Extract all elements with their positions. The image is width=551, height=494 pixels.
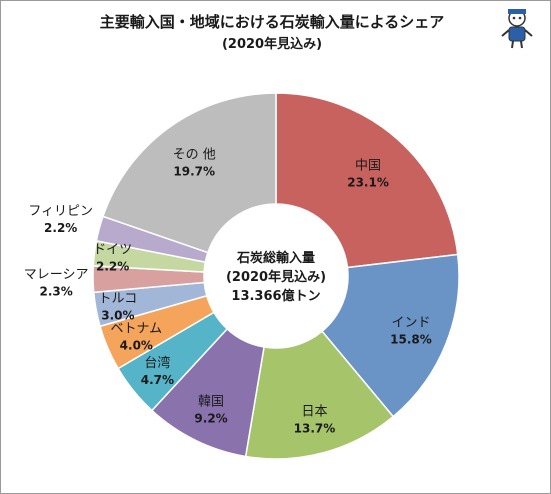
slice-name-label: インド bbox=[391, 316, 430, 331]
slice-name-label: フィリピン bbox=[28, 204, 93, 219]
pie-slices bbox=[92, 92, 460, 460]
center-label-line-3: 13.366億トン bbox=[231, 288, 320, 304]
slice-value-label: 2.2% bbox=[44, 221, 77, 235]
slice-value-label: 9.2% bbox=[194, 411, 227, 425]
slice-name-label: ドイツ bbox=[93, 242, 132, 257]
center-label-line-2: (2020年見込み) bbox=[226, 269, 326, 285]
center-label: 石炭総輸入量 (2020年見込み) 13.366億トン bbox=[226, 250, 326, 304]
donut-hole bbox=[204, 204, 348, 348]
slice-value-label: 13.7% bbox=[294, 421, 336, 435]
slice-labels: 中国 23.1% インド 15.8% 日本 13.7% 韓国 9.2% 台湾 4.7% ベトナム 4.… bbox=[24, 147, 432, 435]
slice-name-label: 韓国 bbox=[198, 394, 224, 409]
slice-name-label: 日本 bbox=[301, 404, 327, 419]
slice-value-label: 4.0% bbox=[120, 339, 153, 353]
slice-name-label: ベトナム bbox=[111, 322, 163, 337]
slice-value-label: 15.8% bbox=[390, 333, 432, 347]
slice-name-label: 台湾 bbox=[144, 355, 170, 371]
slice-value-label: 3.0% bbox=[101, 308, 134, 322]
mascot-icon bbox=[501, 9, 533, 49]
slice-value-label: 23.1% bbox=[347, 175, 389, 189]
slice-name-label: マレーシア bbox=[24, 267, 89, 282]
chart-title: 主要輸入国・地域における石炭輸入量によるシェア bbox=[100, 13, 445, 31]
slice-value-label: 2.3% bbox=[40, 284, 73, 298]
slice-name-label: 中国 bbox=[355, 158, 381, 173]
center-label-line-1: 石炭総輸入量 bbox=[236, 250, 315, 266]
slice-value-label: 2.2% bbox=[96, 259, 129, 273]
slice-name-label: その 他 bbox=[173, 147, 216, 162]
slice-value-label: 19.7% bbox=[173, 164, 215, 178]
slice-value-label: 4.7% bbox=[141, 373, 174, 387]
chart-subtitle: (2020年見込み) bbox=[222, 36, 322, 52]
slice-name-label: トルコ bbox=[99, 291, 138, 306]
